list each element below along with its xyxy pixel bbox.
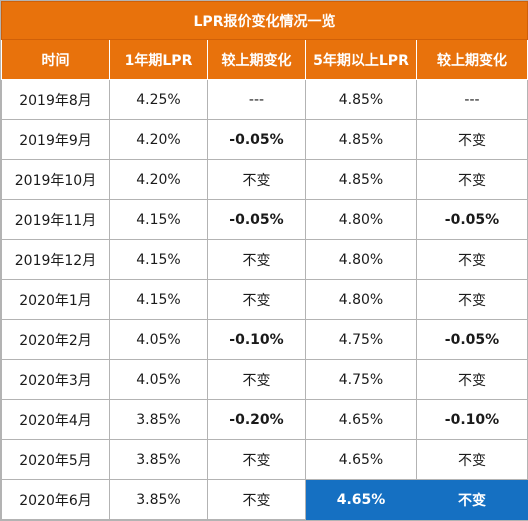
table-row: 2020年5月 3.85% 不变 4.65% 不变 [1,439,528,480]
table-row: 2019年9月 4.20% -0.05% 4.85% 不变 [1,119,528,160]
change-1y-cell: 不变 [207,279,306,320]
lpr-5y-cell: 4.80% [305,279,417,320]
change-5y-cell: 不变 [416,279,528,320]
change-5y-cell: -0.05% [416,319,528,360]
table-row: 2019年10月 4.20% 不变 4.85% 不变 [1,159,528,200]
table-row: 2020年3月 4.05% 不变 4.75% 不变 [1,359,528,400]
lpr-5y-cell: 4.75% [305,319,417,360]
table-row: 2020年4月 3.85% -0.20% 4.65% -0.10% [1,399,528,440]
change-1y-cell: -0.05% [207,119,306,160]
change-1y-cell: 不变 [207,239,306,280]
time-cell: 2020年2月 [1,319,110,360]
lpr-5y-cell: 4.80% [305,199,417,240]
lpr-1y-cell: 3.85% [109,399,208,440]
table-row: 2020年1月 4.15% 不变 4.80% 不变 [1,279,528,320]
lpr-1y-cell: 4.05% [109,359,208,400]
change-5y-cell: -0.10% [416,399,528,440]
lpr-1y-cell: 4.05% [109,319,208,360]
change-1y-cell: 不变 [207,359,306,400]
change-5y-cell: 不变 [416,359,528,400]
column-header-5y-change: 较上期变化 [416,39,528,80]
lpr-1y-cell: 4.15% [109,279,208,320]
column-header-time: 时间 [1,39,110,80]
change-5y-cell: -0.05% [416,199,528,240]
lpr-5y-cell: 4.85% [305,119,417,160]
column-header-5y-lpr: 5年期以上LPR [305,39,417,80]
table-row: 2020年2月 4.05% -0.10% 4.75% -0.05% [1,319,528,360]
lpr-1y-cell: 4.15% [109,199,208,240]
time-cell: 2019年8月 [1,79,110,120]
time-cell: 2020年4月 [1,399,110,440]
table-title-row: LPR报价变化情况一览 [1,1,528,40]
table-row: 2019年8月 4.25% --- 4.85% --- [1,79,528,120]
change-1y-cell: -0.10% [207,319,306,360]
lpr-1y-cell: 4.20% [109,119,208,160]
time-cell: 2019年11月 [1,199,110,240]
lpr-5y-cell: 4.65% [305,399,417,440]
table-row: 2019年11月 4.15% -0.05% 4.80% -0.05% [1,199,528,240]
lpr-5y-cell: 4.85% [305,159,417,200]
change-5y-cell: 不变 [416,119,528,160]
change-5y-cell: 不变 [416,159,528,200]
change-1y-cell: -0.05% [207,199,306,240]
table-header-row: 时间 1年期LPR 较上期变化 5年期以上LPR 较上期变化 [1,39,528,80]
time-cell: 2019年10月 [1,159,110,200]
change-1y-cell: --- [207,79,306,120]
change-5y-cell: --- [416,79,528,120]
table-body: 2019年8月 4.25% --- 4.85% --- 2019年9月 4.20% -0.05… [1,79,528,520]
time-cell: 2020年5月 [1,439,110,480]
lpr-1y-cell: 4.20% [109,159,208,200]
time-cell: 2020年3月 [1,359,110,400]
lpr-1y-cell: 3.85% [109,439,208,480]
change-5y-cell: 不变 [416,239,528,280]
change-1y-cell: 不变 [207,479,306,520]
lpr-1y-cell: 4.15% [109,239,208,280]
time-cell: 2020年1月 [1,279,110,320]
lpr-5y-cell: 4.65% [305,439,417,480]
table-row: 2020年6月 3.85% 不变 4.65% 不变 [1,479,528,520]
change-1y-cell: 不变 [207,159,306,200]
column-header-1y-lpr: 1年期LPR [109,39,208,80]
change-1y-cell: -0.20% [207,399,306,440]
column-header-1y-change: 较上期变化 [207,39,306,80]
table-row: 2019年12月 4.15% 不变 4.80% 不变 [1,239,528,280]
lpr-1y-cell: 3.85% [109,479,208,520]
lpr-5y-cell: 4.85% [305,79,417,120]
lpr-5y-cell: 4.80% [305,239,417,280]
lpr-1y-cell: 4.25% [109,79,208,120]
lpr-5y-cell: 4.65% [305,479,417,520]
change-5y-cell: 不变 [416,479,528,520]
time-cell: 2019年9月 [1,119,110,160]
table-title: LPR报价变化情况一览 [1,1,528,40]
time-cell: 2020年6月 [1,479,110,520]
lpr-5y-cell: 4.75% [305,359,417,400]
change-5y-cell: 不变 [416,439,528,480]
time-cell: 2019年12月 [1,239,110,280]
change-1y-cell: 不变 [207,439,306,480]
